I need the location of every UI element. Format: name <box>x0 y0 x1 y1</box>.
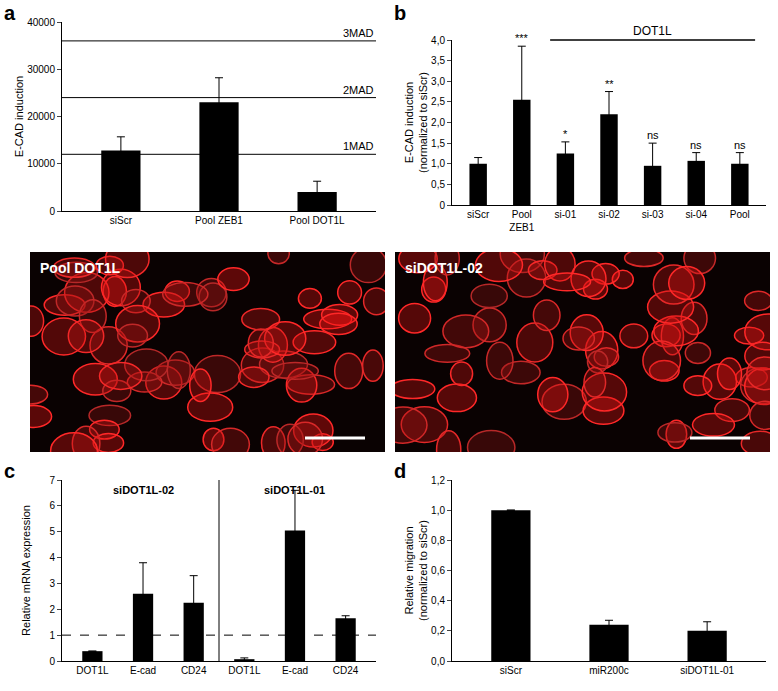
svg-text:2,0: 2,0 <box>431 117 445 128</box>
svg-text:30000: 30000 <box>27 64 55 75</box>
svg-text:1,2: 1,2 <box>431 475 445 486</box>
svg-text:siScr: siScr <box>467 209 490 220</box>
svg-text:si-03: si-03 <box>642 209 664 220</box>
svg-text:1: 1 <box>49 630 55 641</box>
svg-text:2MAD: 2MAD <box>343 84 374 96</box>
svg-text:DOT1L: DOT1L <box>76 665 109 676</box>
svg-text:siDOT1L-02: siDOT1L-02 <box>113 484 174 496</box>
svg-text:Relative migration(normalized: Relative migration(normalized to siScr) <box>403 520 429 621</box>
svg-text:Pool DOT1L: Pool DOT1L <box>290 215 345 226</box>
svg-text:*: * <box>563 128 568 140</box>
html-text:Pool DOT1L: Pool DOT1L <box>40 260 121 276</box>
svg-text:0,5: 0,5 <box>431 179 445 190</box>
svg-text:1,0: 1,0 <box>431 505 445 516</box>
svg-text:3: 3 <box>49 578 55 589</box>
svg-text:20000: 20000 <box>27 111 55 122</box>
svg-text:10000: 10000 <box>27 158 55 169</box>
svg-text:6: 6 <box>49 500 55 511</box>
svg-text:1,5: 1,5 <box>431 138 445 149</box>
svg-text:siScr: siScr <box>110 215 133 226</box>
svg-text:5: 5 <box>49 526 55 537</box>
svg-text:siDOT1L-01: siDOT1L-01 <box>264 484 325 496</box>
svg-text:0,0: 0,0 <box>431 656 445 667</box>
svg-text:0: 0 <box>49 656 55 667</box>
svg-text:si-02: si-02 <box>598 209 620 220</box>
svg-text:3,0: 3,0 <box>431 76 445 87</box>
svg-text:CD24: CD24 <box>181 665 207 676</box>
svg-text:4: 4 <box>49 552 55 563</box>
html-text:d: d <box>394 460 407 482</box>
svg-text:0: 0 <box>439 200 445 211</box>
svg-text:ns: ns <box>647 129 659 141</box>
svg-text:4,0: 4,0 <box>431 35 445 46</box>
svg-text:E-CAD induction(normalized to: E-CAD induction(normalized to siScr) <box>403 72 429 173</box>
svg-text:Relative mRNA expression: Relative mRNA expression <box>20 505 32 636</box>
svg-text:1,0: 1,0 <box>431 158 445 169</box>
svg-text:siDOT1L-01: siDOT1L-01 <box>680 665 734 676</box>
svg-text:0,6: 0,6 <box>431 565 445 576</box>
svg-text:0,2: 0,2 <box>431 625 445 636</box>
svg-text:PoolZEB1: PoolZEB1 <box>509 209 534 233</box>
svg-text:2: 2 <box>49 604 55 615</box>
html-text:b: b <box>394 2 407 24</box>
svg-text:DOT1L: DOT1L <box>633 24 672 38</box>
svg-text:1MAD: 1MAD <box>343 140 374 152</box>
svg-text:0: 0 <box>49 206 55 217</box>
svg-text:si-04: si-04 <box>685 209 707 220</box>
svg-text:E-cad: E-cad <box>282 665 308 676</box>
svg-text:Pool: Pool <box>730 209 750 220</box>
svg-text:***: *** <box>515 32 529 44</box>
svg-text:E-CAD induction: E-CAD induction <box>13 76 25 157</box>
svg-text:CD24: CD24 <box>333 665 359 676</box>
svg-text:0,8: 0,8 <box>431 535 445 546</box>
svg-text:DOT1L: DOT1L <box>228 665 261 676</box>
svg-text:3MAD: 3MAD <box>343 27 374 39</box>
svg-text:ns: ns <box>734 139 746 151</box>
html-text:a: a <box>4 2 16 24</box>
svg-text:40000: 40000 <box>27 17 55 28</box>
svg-text:2,5: 2,5 <box>431 96 445 107</box>
svg-text:**: ** <box>605 78 614 90</box>
svg-text:3,5: 3,5 <box>431 55 445 66</box>
svg-text:siScr: siScr <box>500 665 523 676</box>
svg-text:0,4: 0,4 <box>431 595 445 606</box>
html-text:c: c <box>4 460 16 482</box>
svg-text:7: 7 <box>49 475 55 486</box>
svg-text:E-cad: E-cad <box>130 665 156 676</box>
svg-text:miR200c: miR200c <box>589 665 628 676</box>
html-text:siDOT1L-02: siDOT1L-02 <box>405 260 483 276</box>
svg-text:Pool ZEB1: Pool ZEB1 <box>195 215 243 226</box>
svg-text:ns: ns <box>690 139 702 151</box>
svg-text:si-01: si-01 <box>555 209 577 220</box>
